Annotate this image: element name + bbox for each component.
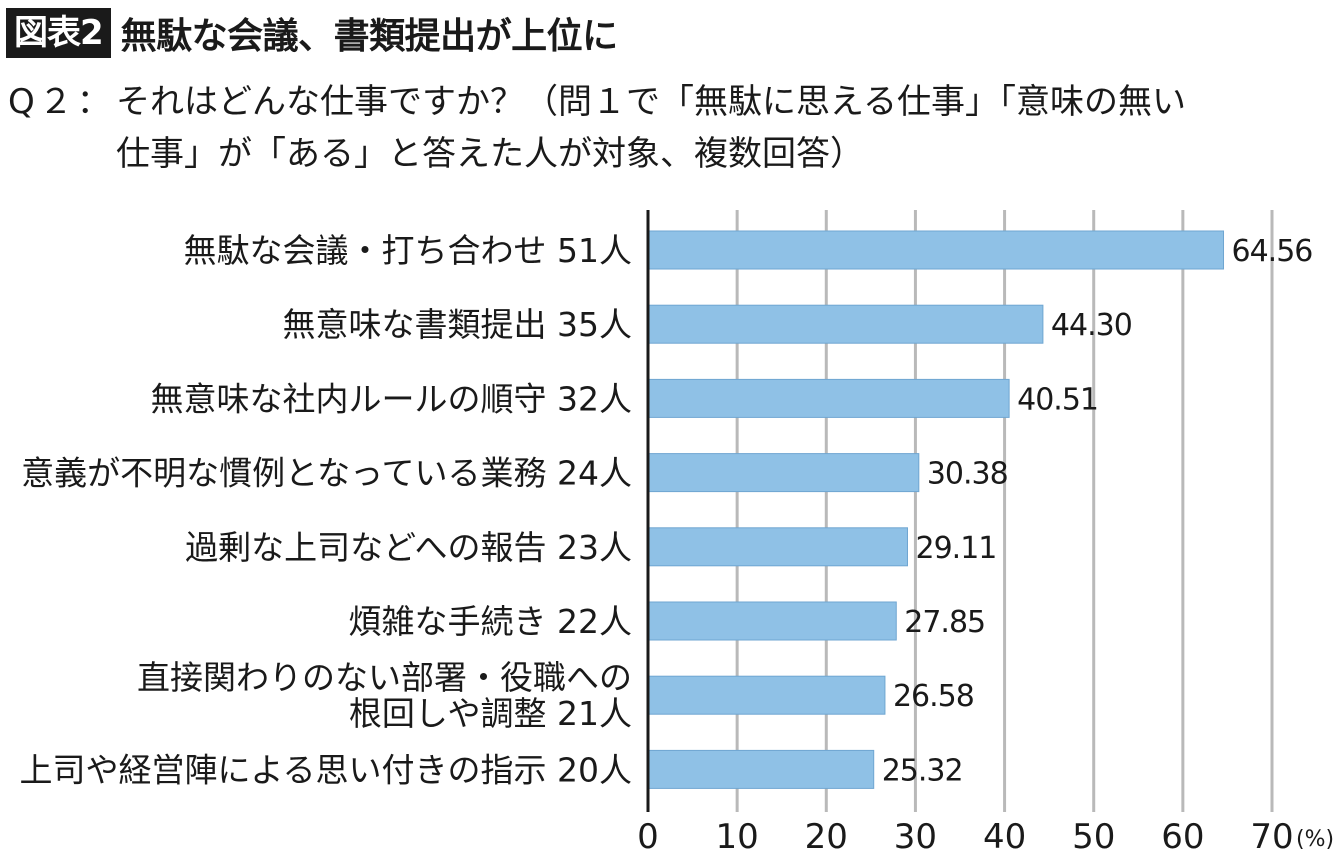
category-label: 意義が不明な慣例となっている業務 24人 [21, 454, 632, 493]
data-label: 64.56 [1232, 234, 1313, 269]
x-tick-label: 20 [805, 817, 848, 857]
bar [647, 304, 1044, 344]
figure-number-badge: 図表2 [6, 8, 111, 58]
question-text: Q２：それはどんな仕事ですか？（問１で「無駄に思える仕事」「意味の無い 仕事」が… [8, 76, 1186, 180]
category-label: 根回しや調整 21人 [349, 694, 632, 733]
x-axis-unit: (%) [1296, 827, 1334, 852]
data-label: 25.32 [882, 753, 963, 788]
question-line-1: Q２：それはどんな仕事ですか？（問１で「無駄に思える仕事」「意味の無い [8, 76, 1186, 128]
data-label: 26.58 [893, 679, 974, 714]
x-tick-label: 30 [894, 817, 937, 857]
category-label: 無意味な社内ルールの順守 32人 [151, 379, 632, 418]
data-label: 40.51 [1017, 382, 1098, 417]
x-tick-label: 0 [637, 817, 659, 857]
question-line-2: 仕事」が「ある」と答えた人が対象、複数回答） [116, 134, 864, 174]
data-label: 29.11 [915, 531, 996, 566]
bar [647, 601, 897, 641]
category-label: 無駄な会議・打ち合わせ 51人 [184, 231, 632, 270]
bar [647, 527, 908, 567]
bar [647, 230, 1225, 270]
category-label: 上司や経営陣による思い付きの指示 20人 [20, 750, 633, 789]
x-tick-label: 50 [1072, 817, 1115, 857]
bar [647, 378, 1010, 418]
bar [647, 453, 920, 493]
x-tick-label: 60 [1161, 817, 1204, 857]
data-label: 44.30 [1051, 308, 1132, 343]
x-tick-label: 40 [983, 817, 1026, 857]
category-label: 無意味な書類提出 35人 [283, 305, 632, 344]
data-label: 27.85 [904, 605, 985, 640]
question-label: Q２： [8, 82, 115, 122]
x-tick-label: 70 [1250, 817, 1293, 857]
x-tick-label: 10 [716, 817, 759, 857]
data-label: 30.38 [927, 457, 1008, 492]
figure-title: 無駄な会議、書類提出が上位に [120, 16, 619, 57]
bar [647, 675, 886, 715]
category-label: 煩雑な手続き 22人 [349, 602, 632, 641]
category-label: 過剰な上司などへの報告 23人 [185, 528, 632, 567]
figure-header: 図表2 無駄な会議、書類提出が上位に [6, 8, 618, 58]
bar [647, 749, 875, 789]
question-line-1-text: それはどんな仕事ですか？（問１で「無駄に思える仕事」「意味の無い [116, 82, 1186, 122]
category-label: 直接関わりのない部署・役職への [137, 658, 632, 697]
